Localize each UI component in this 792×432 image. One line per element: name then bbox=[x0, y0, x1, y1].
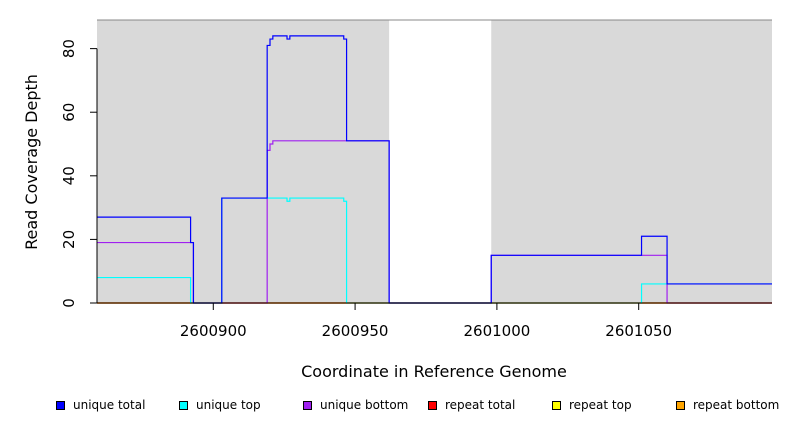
legend-swatch bbox=[56, 400, 65, 410]
legend-label: unique top bbox=[196, 398, 261, 412]
coverage-chart: 0 20 40 60 80 2600900 2600950 2601000 2601050 Co… bbox=[22, 19, 772, 381]
legend-label: unique bottom bbox=[320, 398, 409, 412]
legend-label: repeat top bbox=[569, 398, 632, 412]
plot-background bbox=[97, 19, 772, 303]
legend-item: unique total bbox=[56, 398, 145, 412]
y-tick-label: 80 bbox=[60, 39, 78, 58]
x-axis-label: Coordinate in Reference Genome bbox=[301, 362, 567, 381]
legend-label: repeat total bbox=[445, 398, 516, 412]
legend-swatch bbox=[303, 400, 312, 410]
legend: unique total unique top unique bottom repea… bbox=[0, 398, 792, 420]
y-tick-label: 40 bbox=[60, 166, 78, 185]
y-tick-label: 60 bbox=[60, 103, 78, 122]
y-tick-label: 0 bbox=[60, 298, 78, 308]
legend-swatch bbox=[552, 400, 561, 410]
legend-item: unique top bbox=[179, 398, 261, 412]
legend-label: repeat bottom bbox=[693, 398, 780, 412]
y-axis-label: Read Coverage Depth bbox=[22, 74, 41, 250]
legend-item: repeat top bbox=[552, 398, 632, 412]
legend-swatch bbox=[179, 400, 188, 410]
axes: 0 20 40 60 80 2600900 2600950 2601000 2601050 bbox=[60, 39, 772, 340]
legend-label: unique total bbox=[73, 398, 146, 412]
x-tick-label: 2600900 bbox=[180, 322, 247, 340]
y-tick-label: 20 bbox=[60, 230, 78, 249]
x-tick-label: 2601050 bbox=[605, 322, 672, 340]
legend-item: unique bottom bbox=[303, 398, 408, 412]
legend-swatch bbox=[428, 400, 437, 410]
legend-item: repeat bottom bbox=[676, 398, 779, 412]
legend-item: repeat total bbox=[428, 398, 515, 412]
uncovered-gap bbox=[389, 20, 492, 303]
x-tick-label: 2600950 bbox=[322, 322, 389, 340]
legend-swatch bbox=[676, 400, 685, 410]
x-tick-label: 2601000 bbox=[463, 322, 530, 340]
